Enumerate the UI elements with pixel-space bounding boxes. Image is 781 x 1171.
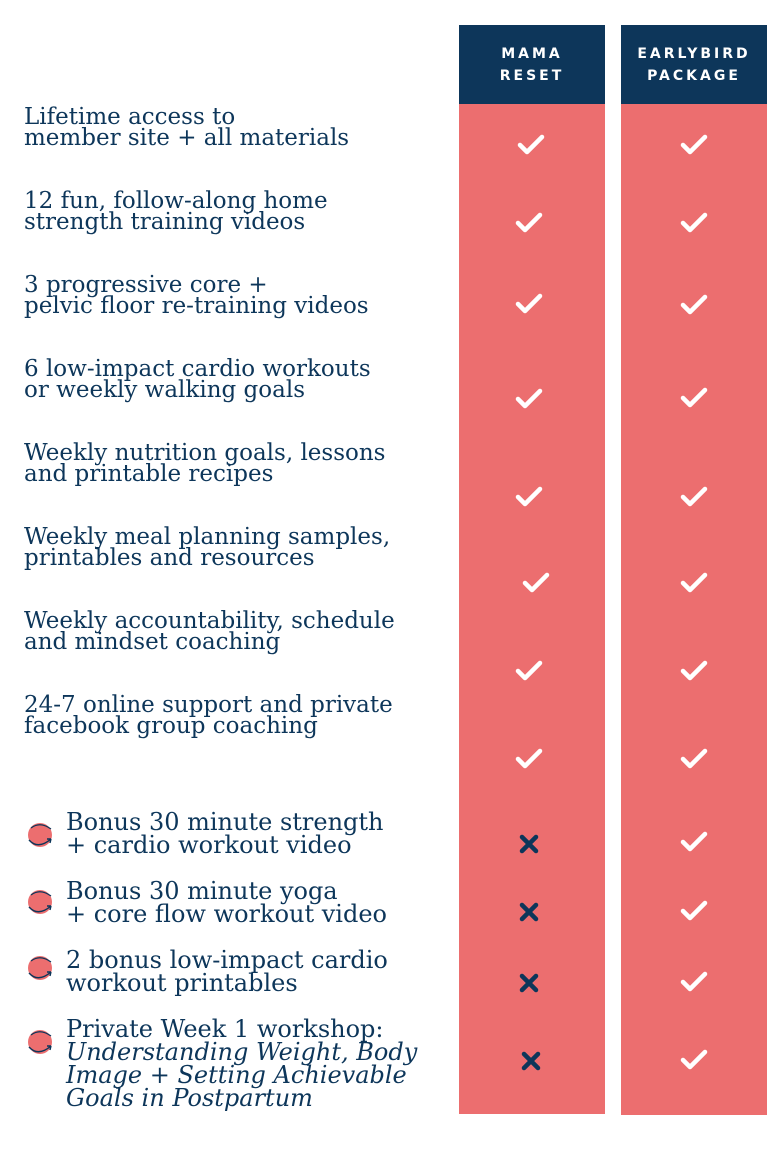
- mama-reset-header: MAMA RESET: [459, 25, 605, 104]
- feature-item: 12 fun, follow-along home strength train…: [24, 188, 328, 235]
- mama-reset-column: MAMA RESET: [459, 25, 605, 1114]
- check-icon: [680, 212, 708, 233]
- earlybird-package-label-line2: PACKAGE: [647, 67, 741, 84]
- bonus-item: 2 bonus low-impact cardio workout printa…: [66, 946, 388, 997]
- check-icon: [680, 1049, 708, 1070]
- check-icon: [680, 831, 708, 852]
- bonus-line: Goals in Postpartum: [66, 1084, 313, 1112]
- bonus-line: Bonus 30 minute strength: [66, 808, 384, 836]
- check-icon: [680, 387, 708, 408]
- check-icon: [515, 388, 543, 409]
- bonus-line: 2 bonus low-impact cardio: [66, 946, 388, 974]
- feature-line: 12 fun, follow-along home: [24, 188, 328, 214]
- cross-icon: [519, 973, 539, 993]
- mama-reset-label-line1: MAMA: [501, 45, 563, 62]
- check-icon: [515, 660, 543, 681]
- check-icon: [680, 971, 708, 992]
- feature-line: Weekly accountability, schedule: [24, 608, 395, 634]
- check-icon: [517, 134, 545, 155]
- bonus-line: Private Week 1 workshop:: [66, 1015, 384, 1043]
- circle-arrow-icon: [28, 1030, 52, 1054]
- cross-icon: [519, 834, 539, 854]
- cross-icon: [521, 1051, 541, 1071]
- feature-item: Weekly meal planning samples, printables…: [24, 524, 391, 571]
- check-icon: [680, 134, 708, 155]
- check-icon: [680, 900, 708, 921]
- feature-item: Weekly accountability, schedule and mind…: [24, 608, 395, 655]
- feature-line: member site + all materials: [24, 125, 350, 151]
- bonus-line: Bonus 30 minute yoga: [66, 877, 338, 905]
- bonus-line: Image + Setting Achievable: [66, 1061, 407, 1089]
- mama-reset-label-line2: RESET: [499, 67, 565, 84]
- bonus-line: Understanding Weight, Body: [66, 1038, 418, 1066]
- circle-arrow-icon: [28, 823, 52, 847]
- feature-line: Weekly nutrition goals, lessons: [24, 440, 386, 466]
- circle-arrow-icon: [28, 956, 52, 980]
- feature-line: 6 low-impact cardio workouts: [24, 356, 371, 382]
- bonus-line: workout printables: [66, 969, 298, 997]
- circle-arrow-icon: [28, 890, 52, 914]
- bonus-item: Bonus 30 minute yoga + core flow workout…: [66, 877, 387, 928]
- feature-line: and printable recipes: [24, 461, 274, 487]
- check-icon: [515, 748, 543, 769]
- check-icon: [515, 486, 543, 507]
- earlybird-package-column: EARLYBIRD PACKAGE: [621, 25, 767, 1115]
- feature-line: Weekly meal planning samples,: [24, 524, 391, 550]
- feature-item: Weekly nutrition goals, lessons and prin…: [24, 440, 386, 487]
- feature-line: 3 progressive core +: [24, 272, 268, 298]
- feature-line: strength training videos: [24, 209, 306, 235]
- check-icon: [522, 572, 550, 593]
- feature-line: facebook group coaching: [24, 713, 318, 739]
- feature-item: 3 progressive core + pelvic floor re-tra…: [24, 272, 369, 319]
- bonus-line: + core flow workout video: [66, 900, 387, 928]
- bonus-line: + cardio workout video: [66, 831, 352, 859]
- feature-item: 24-7 online support and private facebook…: [24, 692, 393, 739]
- check-icon: [515, 293, 543, 314]
- check-icon: [515, 212, 543, 233]
- check-icon: [680, 748, 708, 769]
- check-icon: [680, 294, 708, 315]
- check-icon: [680, 660, 708, 681]
- feature-line: Lifetime access to: [24, 104, 236, 130]
- feature-line: pelvic floor re-training videos: [24, 293, 369, 319]
- bonus-item: Private Week 1 workshop: Understanding W…: [66, 1015, 418, 1112]
- feature-item: 6 low-impact cardio workouts or weekly w…: [24, 356, 371, 403]
- feature-item: Lifetime access to member site + all mat…: [24, 104, 350, 151]
- feature-line: 24-7 online support and private: [24, 692, 393, 718]
- earlybird-package-label-line1: EARLYBIRD: [637, 45, 751, 62]
- bonus-item: Bonus 30 minute strength + cardio workou…: [66, 808, 384, 859]
- earlybird-package-header: EARLYBIRD PACKAGE: [621, 25, 767, 104]
- check-icon: [680, 572, 708, 593]
- feature-line: or weekly walking goals: [24, 377, 305, 403]
- feature-line: printables and resources: [24, 545, 315, 571]
- check-icon: [680, 486, 708, 507]
- feature-line: and mindset coaching: [24, 629, 281, 655]
- cross-icon: [519, 902, 539, 922]
